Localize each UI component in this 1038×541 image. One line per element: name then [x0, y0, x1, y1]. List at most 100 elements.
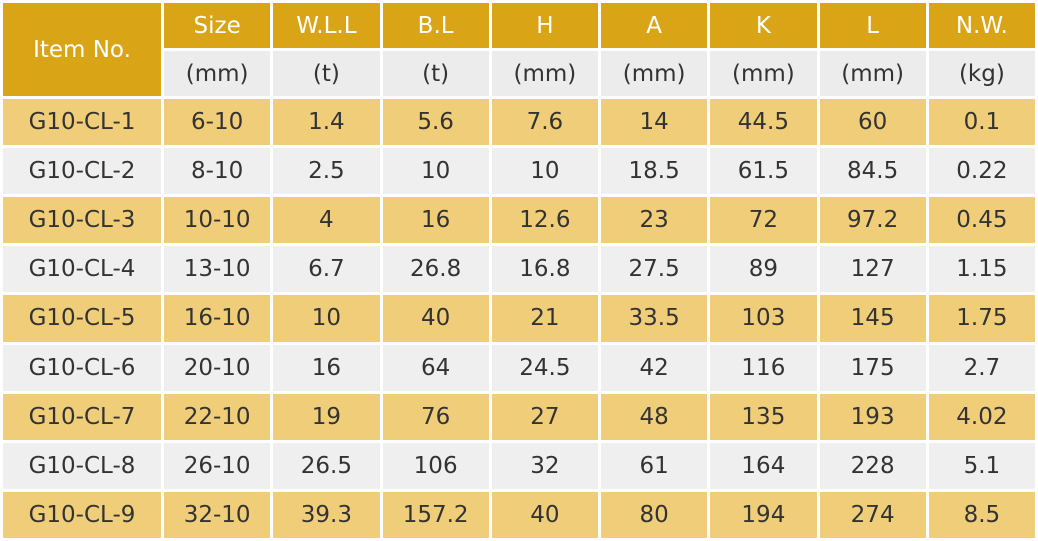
cell: 2.7: [928, 344, 1035, 391]
column-header: B.L: [382, 3, 489, 48]
cell: 27: [491, 393, 598, 440]
cell: 97.2: [819, 197, 926, 244]
cell: 80: [601, 491, 708, 538]
cell: 103: [710, 295, 817, 342]
cell: 10: [382, 148, 489, 195]
data-row: G10-CL-8 26-10 26.5 106 32 61 164 228 5.1: [3, 442, 1035, 489]
cell: 6.7: [273, 246, 380, 293]
cell: 40: [491, 491, 598, 538]
cell: 106: [382, 442, 489, 489]
cell: 145: [819, 295, 926, 342]
cell: 8-10: [164, 148, 271, 195]
cell: 16-10: [164, 295, 271, 342]
cell: 40: [382, 295, 489, 342]
column-header: K: [710, 3, 817, 48]
cell: 61.5: [710, 148, 817, 195]
cell: 76: [382, 393, 489, 440]
data-row: G10-CL-4 13-10 6.7 26.8 16.8 27.5 89 127 1.15: [3, 246, 1035, 293]
item-no: G10-CL-1: [3, 99, 161, 146]
cell: 127: [819, 246, 926, 293]
cell: 26-10: [164, 442, 271, 489]
item-header: Item No.: [3, 3, 161, 96]
cell: 16: [273, 344, 380, 391]
data-row: G10-CL-9 32-10 39.3 157.2 40 80 194 274 8.5: [3, 491, 1035, 538]
item-no: G10-CL-6: [3, 344, 161, 391]
cell: 10: [273, 295, 380, 342]
cell: 13-10: [164, 246, 271, 293]
unit-row: (mm) (t) (t) (mm) (mm) (mm) (mm) (kg): [3, 51, 1035, 96]
cell: 24.5: [491, 344, 598, 391]
table-head: Item No. Size W.L.L B.L H A K L N.W. (mm) (t) (t) (m…: [3, 3, 1035, 96]
cell: 32-10: [164, 491, 271, 538]
cell: 4.02: [928, 393, 1035, 440]
cell: 7.6: [491, 99, 598, 146]
cell: 60: [819, 99, 926, 146]
cell: 16.8: [491, 246, 598, 293]
column-header: L: [819, 3, 926, 48]
cell: 5.1: [928, 442, 1035, 489]
cell: 1.75: [928, 295, 1035, 342]
cell: 39.3: [273, 491, 380, 538]
item-no: G10-CL-7: [3, 393, 161, 440]
cell: 10: [491, 148, 598, 195]
cell: 33.5: [601, 295, 708, 342]
cell: 193: [819, 393, 926, 440]
cell: 194: [710, 491, 817, 538]
column-header: W.L.L: [273, 3, 380, 48]
cell: 32: [491, 442, 598, 489]
data-row: G10-CL-1 6-10 1.4 5.6 7.6 14 44.5 60 0.1: [3, 99, 1035, 146]
data-row: G10-CL-6 20-10 16 64 24.5 42 116 175 2.7: [3, 344, 1035, 391]
column-unit: (mm): [601, 51, 708, 96]
cell: 23: [601, 197, 708, 244]
cell: 61: [601, 442, 708, 489]
cell: 26.5: [273, 442, 380, 489]
item-no: G10-CL-8: [3, 442, 161, 489]
cell: 164: [710, 442, 817, 489]
data-row: G10-CL-2 8-10 2.5 10 10 18.5 61.5 84.5 0.22: [3, 148, 1035, 195]
column-unit: (kg): [928, 51, 1035, 96]
cell: 10-10: [164, 197, 271, 244]
cell: 72: [710, 197, 817, 244]
cell: 19: [273, 393, 380, 440]
cell: 116: [710, 344, 817, 391]
item-no: G10-CL-4: [3, 246, 161, 293]
cell: 48: [601, 393, 708, 440]
column-unit: (t): [382, 51, 489, 96]
cell: 0.45: [928, 197, 1035, 244]
cell: 1.4: [273, 99, 380, 146]
cell: 2.5: [273, 148, 380, 195]
cell: 44.5: [710, 99, 817, 146]
cell: 157.2: [382, 491, 489, 538]
column-unit: (mm): [819, 51, 926, 96]
cell: 175: [819, 344, 926, 391]
column-header: H: [491, 3, 598, 48]
header-row: Item No. Size W.L.L B.L H A K L N.W.: [3, 3, 1035, 96]
cell: 274: [819, 491, 926, 538]
cell: 20-10: [164, 344, 271, 391]
item-no: G10-CL-9: [3, 491, 161, 538]
item-no: G10-CL-3: [3, 197, 161, 244]
cell: 12.6: [491, 197, 598, 244]
cell: 8.5: [928, 491, 1035, 538]
cell: 26.8: [382, 246, 489, 293]
data-row: G10-CL-5 16-10 10 40 21 33.5 103 145 1.75: [3, 295, 1035, 342]
data-row: G10-CL-7 22-10 19 76 27 48 135 193 4.02: [3, 393, 1035, 440]
cell: 4: [273, 197, 380, 244]
cell: 135: [710, 393, 817, 440]
cell: 0.1: [928, 99, 1035, 146]
cell: 42: [601, 344, 708, 391]
cell: 6-10: [164, 99, 271, 146]
column-header: N.W.: [928, 3, 1035, 48]
column-unit: (t): [273, 51, 380, 96]
data-row: G10-CL-3 10-10 4 16 12.6 23 72 97.2 0.45: [3, 197, 1035, 244]
cell: 84.5: [819, 148, 926, 195]
cell: 64: [382, 344, 489, 391]
cell: 228: [819, 442, 926, 489]
column-unit: (mm): [164, 51, 271, 96]
cell: 16: [382, 197, 489, 244]
cell: 1.15: [928, 246, 1035, 293]
cell: 14: [601, 99, 708, 146]
table-body: G10-CL-1 6-10 1.4 5.6 7.6 14 44.5 60 0.1 G10-CL-2…: [3, 99, 1035, 538]
